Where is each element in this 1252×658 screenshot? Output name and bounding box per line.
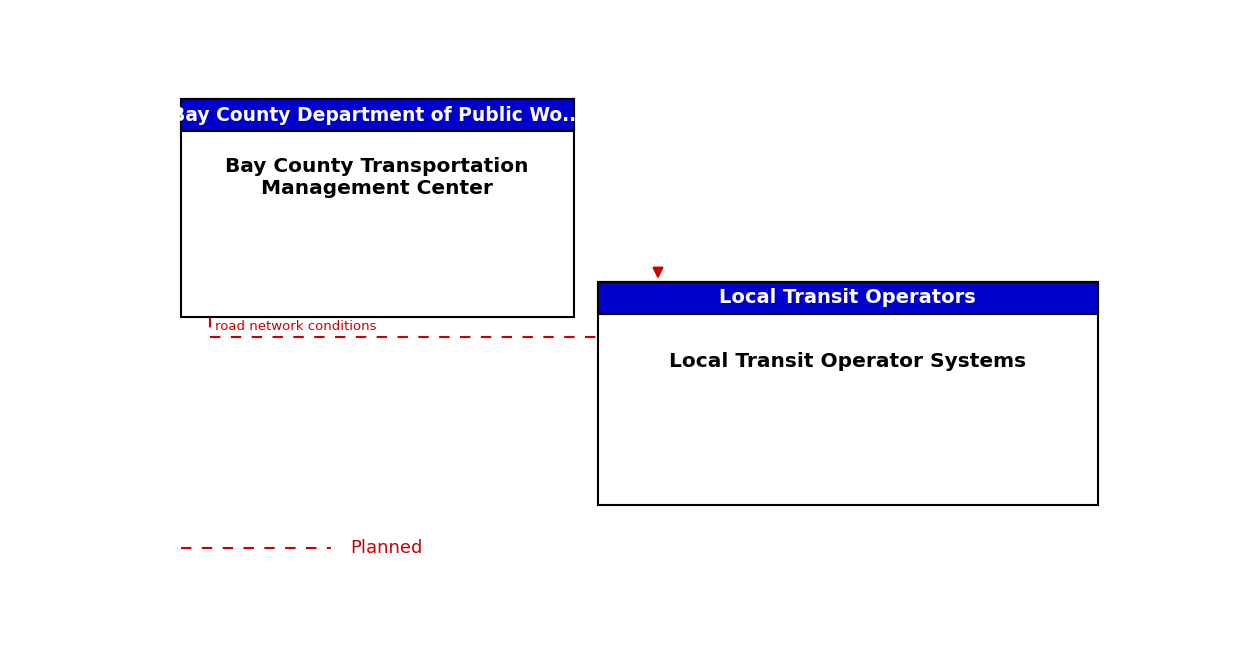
Bar [180, 99, 573, 317]
Text: Planned: Planned [351, 539, 423, 557]
Text: Bay County Department of Public Wo...: Bay County Department of Public Wo... [172, 105, 583, 124]
Bar [598, 282, 1098, 505]
Text: Local Transit Operators: Local Transit Operators [720, 288, 977, 307]
Text: Bay County Transportation
Management Center: Bay County Transportation Management Cen… [225, 157, 530, 198]
Bar [598, 282, 1098, 314]
Bar [180, 99, 573, 131]
Text: road network conditions: road network conditions [215, 320, 376, 334]
Text: Local Transit Operator Systems: Local Transit Operator Systems [670, 352, 1027, 371]
